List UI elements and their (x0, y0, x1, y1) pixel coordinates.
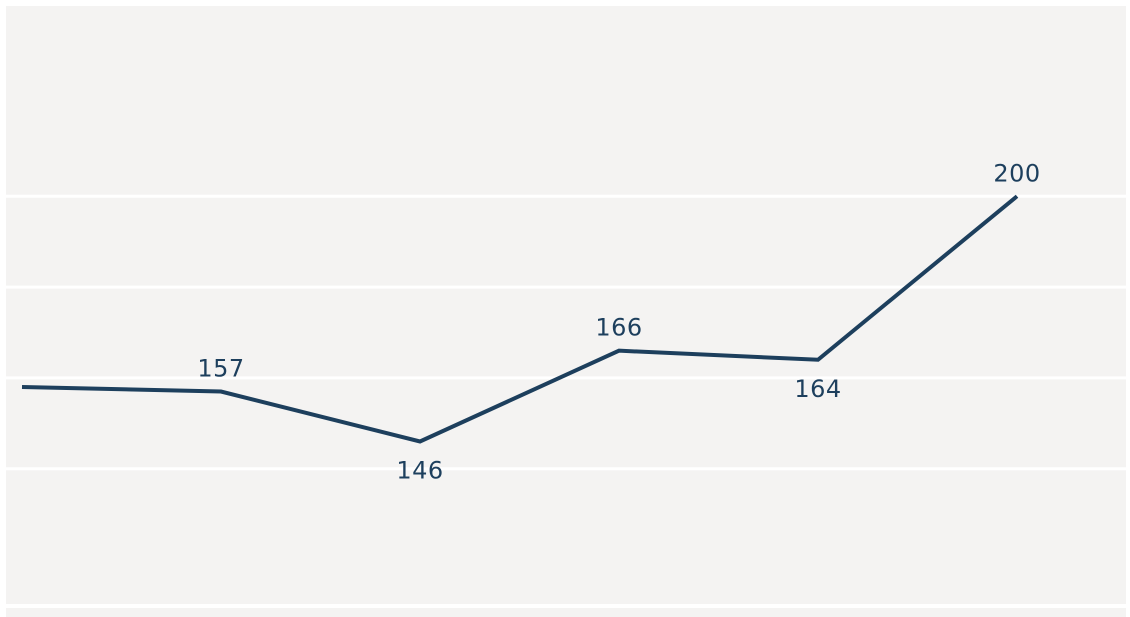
data-label-166: 166 (595, 314, 642, 342)
series-line (21, 194, 1019, 444)
chart-border-right (1126, 0, 1130, 617)
data-label-157: 157 (197, 355, 244, 383)
data-label-200: 200 (993, 159, 1040, 187)
data-label-146: 146 (396, 457, 443, 485)
data-labels: 157 146 166 164 200 (197, 159, 1040, 484)
chart-border-top (0, 0, 1130, 6)
chart-border-left (0, 0, 6, 617)
gridlines (6, 194, 1126, 608)
data-label-164: 164 (794, 375, 841, 403)
series-line-group (21, 194, 1019, 444)
